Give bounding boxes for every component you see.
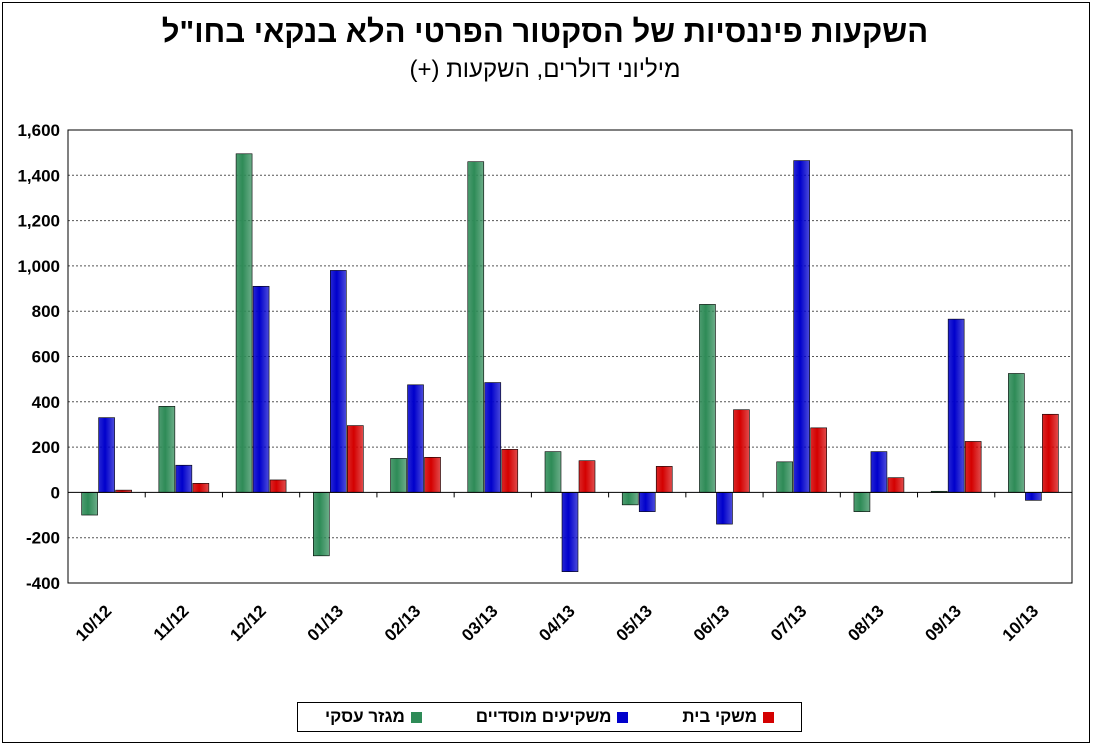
bar-2-12 bbox=[1042, 413, 1059, 493]
bar-2-8 bbox=[733, 409, 750, 493]
bar-1-2 bbox=[252, 285, 270, 493]
bar-1-1 bbox=[175, 464, 193, 493]
bar-1-11 bbox=[947, 318, 965, 493]
x-tick-label: 10/12 bbox=[72, 601, 116, 645]
legend: משקי בית משקיעים מוסדיים מגזר עסקי bbox=[297, 702, 802, 732]
chart-subtitle: מיליוני דולרים, השקעות (+) bbox=[409, 56, 681, 83]
bar-1-5 bbox=[484, 382, 502, 493]
bar-1-10 bbox=[870, 451, 888, 493]
bar-2-11 bbox=[964, 441, 982, 493]
bar-2-5 bbox=[501, 449, 519, 493]
legend-swatch-households bbox=[763, 711, 775, 723]
bar-0-0 bbox=[81, 492, 98, 516]
x-tick-label: 06/13 bbox=[690, 601, 734, 645]
bar-0-12 bbox=[1008, 373, 1025, 493]
x-tick-label: 09/13 bbox=[921, 601, 965, 645]
legend-label-households: משקי בית bbox=[682, 707, 758, 726]
y-tick-label: 1,000 bbox=[17, 257, 60, 276]
bar-0-8 bbox=[699, 304, 716, 493]
bar-2-10 bbox=[887, 477, 905, 493]
bar-2-9 bbox=[810, 427, 827, 493]
chart-title: השקעות פיננסיות של הסקטור הפרטי הלא בנקא… bbox=[161, 14, 929, 49]
bar-0-2 bbox=[235, 153, 253, 493]
bar-0-9 bbox=[776, 461, 793, 493]
x-tick-label: 11/12 bbox=[150, 601, 193, 644]
bar-2-7 bbox=[655, 466, 673, 493]
x-tick-label: 01/13 bbox=[304, 601, 348, 645]
bar-0-6 bbox=[544, 451, 562, 493]
y-tick-label: 200 bbox=[32, 438, 60, 457]
y-tick-label: -200 bbox=[26, 529, 60, 548]
bar-0-10 bbox=[853, 492, 871, 512]
x-tick-label: 02/13 bbox=[381, 601, 425, 645]
legend-label-institutional: משקיעים מוסדיים bbox=[475, 707, 612, 726]
y-tick-label: 800 bbox=[32, 302, 60, 321]
bar-1-6 bbox=[561, 492, 579, 572]
x-tick-label: 07/13 bbox=[767, 601, 811, 645]
legend-label-business: מגזר עסקי bbox=[324, 707, 405, 726]
bar-0-7 bbox=[621, 492, 639, 506]
bar-0-4 bbox=[390, 458, 407, 493]
bar-1-12 bbox=[1025, 492, 1042, 501]
y-tick-label: -400 bbox=[26, 574, 60, 593]
y-tick-label: 0 bbox=[51, 483, 60, 502]
bar-0-1 bbox=[158, 406, 176, 493]
y-tick-label: 1,600 bbox=[17, 121, 60, 140]
x-tick-label: 04/13 bbox=[535, 601, 579, 645]
bar-0-3 bbox=[313, 492, 330, 557]
bar-1-3 bbox=[330, 270, 347, 493]
legend-item-households: משקי בית bbox=[682, 707, 775, 727]
x-tick-label: 08/13 bbox=[844, 601, 888, 645]
legend-item-institutional: משקיעים מוסדיים bbox=[476, 707, 629, 727]
x-tick-label: 10/13 bbox=[999, 601, 1043, 645]
bar-2-3 bbox=[347, 425, 364, 493]
x-tick-label: 12/12 bbox=[226, 601, 270, 645]
y-tick-label: 400 bbox=[32, 393, 60, 412]
y-tick-label: 1,400 bbox=[17, 166, 60, 185]
bar-0-5 bbox=[467, 161, 485, 493]
bar-1-7 bbox=[638, 492, 656, 512]
bar-2-6 bbox=[578, 460, 596, 493]
legend-swatch-institutional bbox=[617, 711, 629, 723]
legend-swatch-business bbox=[410, 711, 422, 723]
x-tick-label: 03/13 bbox=[458, 601, 502, 645]
x-tick-label: 05/13 bbox=[613, 601, 657, 645]
bar-1-0 bbox=[98, 417, 115, 493]
legend-item-business: מגזר עסקי bbox=[325, 707, 422, 727]
bar-2-1 bbox=[192, 483, 210, 493]
y-tick-label: 600 bbox=[32, 348, 60, 367]
y-tick-label: 1,200 bbox=[17, 212, 60, 231]
bar-2-2 bbox=[269, 479, 287, 493]
bar-1-8 bbox=[716, 492, 733, 525]
bar-1-4 bbox=[407, 384, 424, 493]
bar-2-4 bbox=[424, 456, 441, 493]
plot-area bbox=[67, 129, 1073, 584]
bar-1-9 bbox=[793, 160, 810, 493]
